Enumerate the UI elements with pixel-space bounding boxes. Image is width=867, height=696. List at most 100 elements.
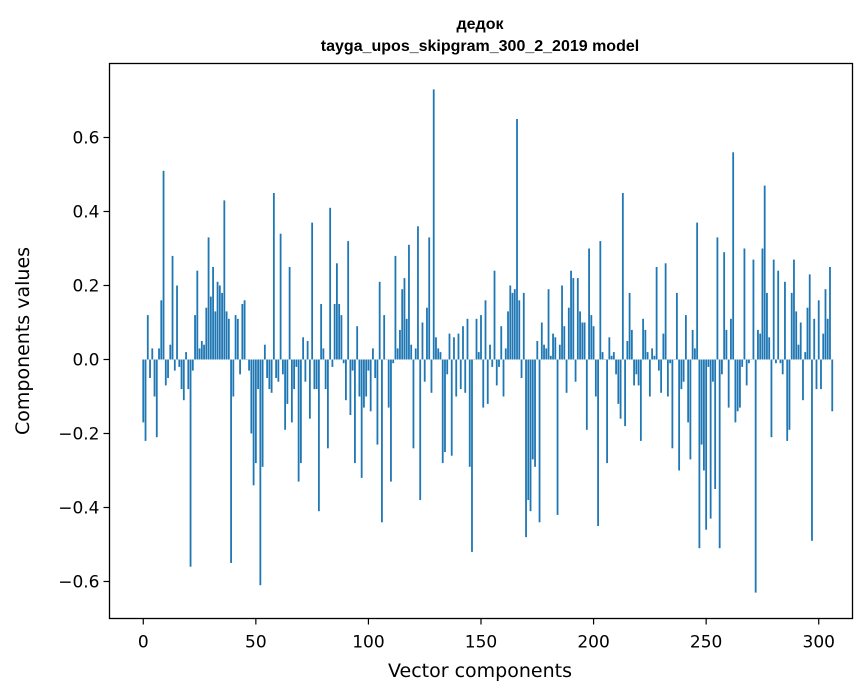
bar [212, 267, 214, 360]
bar [554, 337, 557, 360]
bar [802, 359, 804, 401]
bar [678, 359, 681, 471]
bar [203, 344, 205, 360]
bar [281, 359, 284, 375]
bar [333, 304, 336, 360]
bar [574, 359, 577, 382]
bar [401, 289, 404, 360]
bar [185, 352, 187, 360]
bar [680, 359, 683, 390]
bar [808, 274, 811, 360]
bar [313, 359, 316, 390]
bar [178, 359, 181, 367]
bar [664, 263, 667, 360]
bar [813, 318, 816, 360]
bar [795, 311, 798, 360]
bar [540, 322, 543, 360]
bar [624, 359, 626, 427]
bar [365, 359, 368, 397]
bar [444, 359, 446, 452]
y-tick-label: 0.4 [72, 203, 99, 223]
chart-title-line2: tayga_upos_skipgram_300_2_2019 model [321, 38, 639, 55]
bar [412, 359, 415, 449]
bar [144, 359, 147, 441]
bar [700, 359, 703, 445]
bar [671, 359, 674, 449]
bar [151, 348, 154, 360]
bar [223, 200, 226, 360]
bar [786, 359, 789, 441]
bar [299, 359, 302, 464]
bar [372, 348, 374, 360]
bar [363, 359, 365, 408]
bar [464, 359, 467, 393]
x-tick-label: 100 [352, 633, 384, 653]
bar [277, 359, 280, 382]
bar [565, 359, 568, 393]
bar [784, 281, 786, 360]
bar [234, 315, 237, 360]
bar [718, 359, 721, 549]
bar [615, 359, 617, 375]
bar [682, 359, 685, 382]
bar [304, 359, 307, 382]
bar [394, 255, 397, 360]
bar [306, 341, 309, 360]
bar [579, 311, 581, 360]
bar [230, 359, 232, 563]
bar [270, 359, 273, 393]
bar [712, 359, 714, 382]
bar [367, 359, 370, 371]
y-tick-label: −0.6 [58, 573, 99, 593]
bar [369, 359, 372, 412]
bar [189, 359, 192, 567]
bar [475, 318, 478, 360]
bar [689, 359, 692, 460]
bar [396, 348, 399, 360]
bar [601, 352, 604, 360]
bar [509, 285, 512, 360]
bar [477, 352, 480, 360]
bar [829, 267, 831, 360]
bar [610, 355, 613, 360]
bar [651, 348, 654, 360]
bar [617, 359, 620, 404]
bar [387, 359, 390, 408]
bar [549, 355, 552, 360]
bar [342, 359, 345, 364]
bar [254, 359, 257, 464]
bar [338, 304, 341, 360]
bar [432, 89, 435, 360]
bar [511, 292, 514, 360]
x-tick-label: 0 [138, 633, 149, 653]
bar [428, 237, 431, 360]
bar [736, 359, 739, 412]
bar [768, 337, 771, 360]
bar [205, 307, 208, 360]
bar [275, 359, 278, 378]
bar [727, 359, 730, 408]
bar [196, 270, 199, 360]
bar [594, 359, 597, 397]
bar [486, 359, 489, 404]
bar [360, 359, 363, 478]
bar [446, 359, 449, 375]
bar [547, 289, 550, 360]
bar [403, 278, 406, 360]
bar [315, 359, 318, 390]
bar [531, 359, 534, 460]
bar [714, 359, 717, 489]
bar [354, 359, 356, 464]
y-tick-label: 0.6 [72, 129, 99, 149]
bar [484, 300, 487, 360]
bar [743, 248, 746, 360]
bar [320, 304, 323, 360]
bar [399, 329, 401, 360]
bar [698, 359, 701, 549]
bar [194, 315, 196, 360]
bar [491, 359, 494, 367]
bar [716, 237, 719, 360]
bar [392, 359, 395, 364]
bar [504, 348, 507, 360]
bar [331, 359, 334, 367]
